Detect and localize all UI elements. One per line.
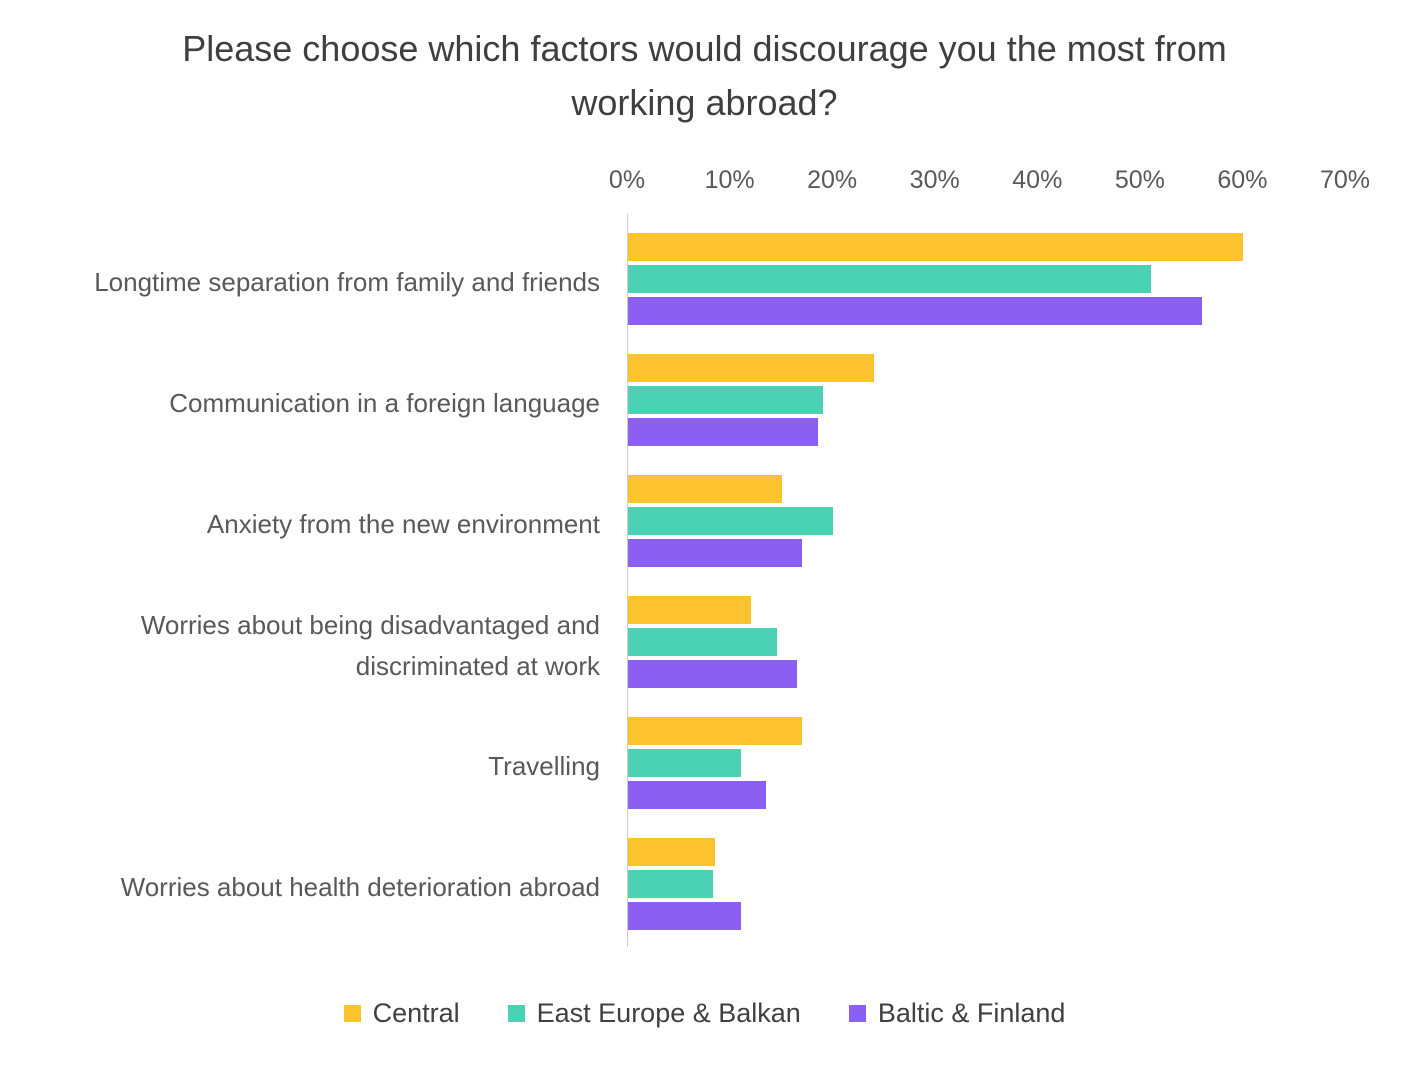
bar-baltic-finland	[628, 660, 798, 688]
bar-central	[628, 717, 803, 745]
bar-group	[628, 706, 1346, 827]
x-tick: 20%	[807, 166, 858, 194]
bar-group	[628, 827, 1346, 948]
x-tick: 30%	[909, 166, 960, 194]
bar-east-europe-balkan	[628, 507, 834, 535]
category-axis: Longtime separation from family and frie…	[0, 222, 600, 948]
bar-central	[628, 354, 875, 382]
bar-central	[628, 233, 1244, 261]
bar-group	[628, 222, 1346, 343]
category-label: Anxiety from the new environment	[206, 509, 600, 540]
x-tick: 10%	[704, 166, 755, 194]
bar-baltic-finland	[628, 418, 818, 446]
bar-baltic-finland	[628, 297, 1203, 325]
bar-central	[628, 596, 752, 624]
category-label: Worries about health deterioration abroa…	[120, 872, 600, 903]
x-tick: 50%	[1114, 166, 1165, 194]
bar-east-europe-balkan	[628, 386, 823, 414]
legend-swatch-east-europe-balkan	[507, 1005, 525, 1022]
bar-east-europe-balkan	[628, 265, 1152, 293]
bar-group	[628, 343, 1346, 464]
bar-baltic-finland	[628, 781, 767, 809]
legend-label-east-europe-balkan: East Europe & Balkan	[536, 998, 801, 1028]
bar-group	[628, 464, 1346, 585]
x-tick: 60%	[1217, 166, 1268, 194]
x-tick: 0%	[608, 166, 646, 194]
x-axis: 0% 10% 20% 30% 40% 50% 60% 70%	[609, 166, 1370, 198]
legend-swatch-central	[343, 1005, 361, 1022]
bar-central	[628, 838, 716, 866]
plot-area	[628, 222, 1346, 948]
bar-group	[628, 585, 1346, 706]
legend-item-central: Central	[343, 998, 460, 1029]
chart-title: Please choose which factors would discou…	[182, 28, 1227, 123]
bar-east-europe-balkan	[628, 628, 777, 656]
legend-item-east-europe-balkan: East Europe & Balkan	[507, 998, 801, 1029]
legend-swatch-baltic-finland	[848, 1005, 866, 1022]
category-label: Communication in a foreign language	[169, 388, 600, 419]
bar-east-europe-balkan	[628, 870, 714, 898]
legend-label-baltic-finland: Baltic & Finland	[877, 998, 1066, 1028]
y-axis-line	[627, 214, 628, 947]
category-label: Longtime separation from family and frie…	[94, 267, 600, 298]
legend-item-baltic-finland: Baltic & Finland	[848, 998, 1066, 1029]
bar-east-europe-balkan	[628, 749, 741, 777]
bar-baltic-finland	[628, 539, 803, 567]
category-label: Worries about being disadvantaged and di…	[140, 610, 600, 681]
x-tick: 40%	[1012, 166, 1063, 194]
bar-central	[628, 475, 782, 503]
legend-label-central: Central	[372, 998, 460, 1028]
bar-baltic-finland	[628, 902, 741, 930]
category-label: Travelling	[488, 751, 600, 782]
legend: Central East Europe & Balkan Baltic & Fi…	[0, 998, 1409, 1029]
x-tick: 70%	[1319, 166, 1371, 194]
